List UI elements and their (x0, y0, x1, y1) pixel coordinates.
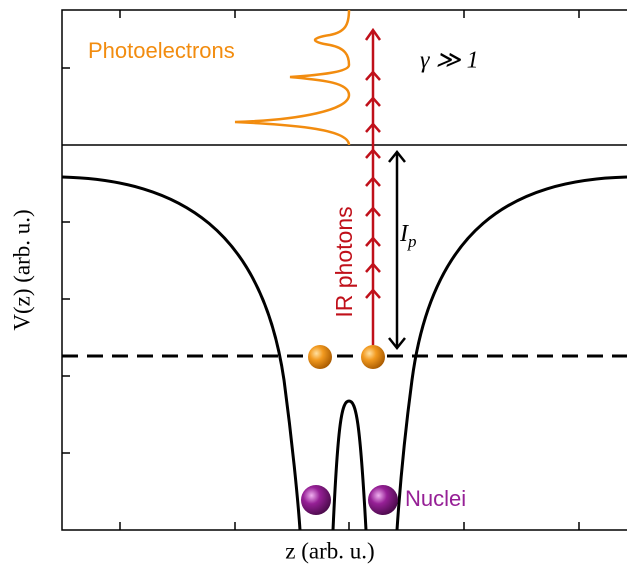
nucleus (301, 485, 331, 515)
photoelectrons-label: Photoelectrons (88, 38, 235, 63)
ticks (62, 10, 579, 530)
electron (308, 345, 332, 369)
diagram: Photoelectrons γ ≫ 1 Ip IR photons Nucle… (0, 0, 627, 574)
page: {"labels": {"photoelectrons": "Photoelec… (0, 0, 627, 574)
ip-subscript: p (407, 232, 417, 251)
electron (361, 345, 385, 369)
ip-label: Ip (399, 221, 417, 251)
nuclei-label: Nuclei (405, 486, 466, 511)
photons-label: IR photons (331, 206, 357, 317)
ip-arrow (389, 152, 405, 348)
potential-barrier (333, 401, 366, 530)
gamma-label: γ ≫ 1 (420, 48, 479, 74)
potential-left (62, 177, 300, 530)
y-axis-label: V(z) (arb. u.) (9, 209, 34, 330)
x-axis-label: z (arb. u.) (285, 538, 374, 563)
photon-arrow (366, 30, 380, 345)
photoelectron-spectrum (235, 10, 349, 145)
nucleus (368, 485, 398, 515)
potential-right (397, 177, 627, 530)
